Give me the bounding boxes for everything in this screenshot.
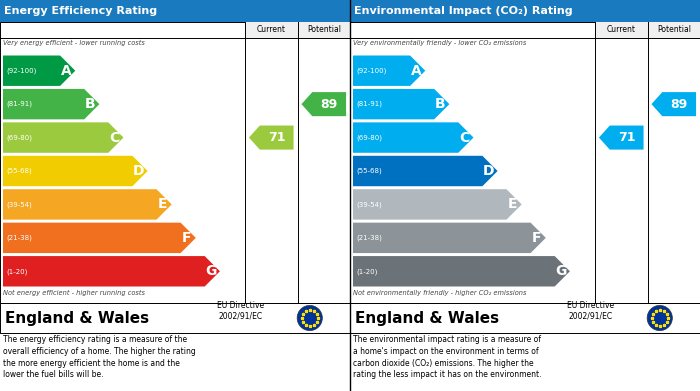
Text: Very energy efficient - lower running costs: Very energy efficient - lower running co… [3, 40, 145, 46]
Polygon shape [3, 56, 76, 86]
Polygon shape [353, 256, 570, 287]
Polygon shape [353, 89, 449, 119]
Text: (55-68): (55-68) [356, 168, 382, 174]
Text: EU Directive
2002/91/EC: EU Directive 2002/91/EC [217, 301, 264, 320]
Text: (21-38): (21-38) [356, 235, 382, 241]
Polygon shape [599, 126, 643, 150]
Text: Not energy efficient - higher running costs: Not energy efficient - higher running co… [3, 290, 145, 296]
Text: Not environmentally friendly - higher CO₂ emissions: Not environmentally friendly - higher CO… [353, 290, 526, 296]
Text: Very environmentally friendly - lower CO₂ emissions: Very environmentally friendly - lower CO… [353, 40, 526, 46]
Polygon shape [3, 122, 123, 153]
Text: D: D [133, 164, 144, 178]
Text: Potential: Potential [307, 25, 341, 34]
Polygon shape [3, 156, 148, 186]
Polygon shape [353, 122, 473, 153]
Text: (92-100): (92-100) [356, 68, 386, 74]
Polygon shape [302, 92, 346, 116]
Polygon shape [3, 256, 220, 287]
Text: Current: Current [607, 25, 636, 34]
Text: G: G [555, 264, 566, 278]
Text: F: F [182, 231, 191, 245]
Polygon shape [249, 126, 293, 150]
Text: (55-68): (55-68) [6, 168, 32, 174]
Polygon shape [3, 222, 196, 253]
Text: (1-20): (1-20) [356, 268, 377, 274]
Bar [0, 22, 350, 303]
Text: E: E [508, 197, 517, 212]
Text: Current: Current [257, 25, 286, 34]
Text: C: C [459, 131, 470, 145]
Text: Potential: Potential [657, 25, 691, 34]
Text: The energy efficiency rating is a measure of the
overall efficiency of a home. T: The energy efficiency rating is a measur… [3, 335, 196, 379]
Polygon shape [353, 222, 546, 253]
Text: G: G [205, 264, 216, 278]
Text: (39-54): (39-54) [6, 201, 32, 208]
Bar [0, 303, 350, 333]
Bar [350, 303, 700, 333]
Text: D: D [483, 164, 494, 178]
Text: E: E [158, 197, 167, 212]
Text: (92-100): (92-100) [6, 68, 36, 74]
Text: The environmental impact rating is a measure of
a home's impact on the environme: The environmental impact rating is a mea… [353, 335, 542, 379]
Text: (39-54): (39-54) [356, 201, 382, 208]
Circle shape [297, 305, 322, 331]
Polygon shape [3, 89, 99, 119]
Text: England & Wales: England & Wales [5, 310, 149, 325]
Polygon shape [353, 156, 498, 186]
Bar [245, 22, 350, 38]
Polygon shape [3, 189, 172, 220]
Circle shape [647, 305, 672, 331]
Text: F: F [532, 231, 541, 245]
Text: 71: 71 [618, 131, 636, 144]
Polygon shape [652, 92, 696, 116]
Text: B: B [435, 97, 446, 111]
Bar [595, 22, 700, 38]
Text: EU Directive
2002/91/EC: EU Directive 2002/91/EC [567, 301, 614, 320]
Bar [350, 0, 700, 22]
Polygon shape [353, 56, 426, 86]
Text: England & Wales: England & Wales [355, 310, 499, 325]
Text: Environmental Impact (CO₂) Rating: Environmental Impact (CO₂) Rating [354, 6, 573, 16]
Text: (81-91): (81-91) [6, 101, 32, 108]
Text: 89: 89 [671, 98, 688, 111]
Text: (69-80): (69-80) [356, 135, 382, 141]
Text: A: A [61, 64, 71, 78]
Text: (1-20): (1-20) [6, 268, 27, 274]
Text: (69-80): (69-80) [6, 135, 32, 141]
Text: (81-91): (81-91) [356, 101, 382, 108]
Text: Energy Efficiency Rating: Energy Efficiency Rating [4, 6, 157, 16]
Polygon shape [353, 189, 522, 220]
Text: (21-38): (21-38) [6, 235, 32, 241]
Text: A: A [411, 64, 421, 78]
Bar [0, 0, 350, 22]
Text: 89: 89 [321, 98, 338, 111]
Text: 71: 71 [268, 131, 286, 144]
Bar [350, 22, 700, 303]
Text: B: B [85, 97, 96, 111]
Text: C: C [109, 131, 120, 145]
